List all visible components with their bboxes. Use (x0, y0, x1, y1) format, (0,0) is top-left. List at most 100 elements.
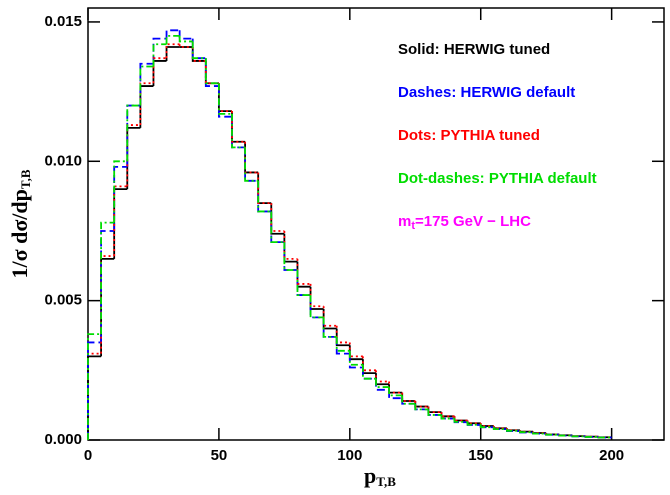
y-axis-label: 1/σ dσ/dpT,B (7, 169, 33, 278)
histogram-step (126, 104, 141, 162)
histogram-step (178, 35, 193, 43)
y-tick-label: 0.000 (44, 431, 82, 448)
histogram-step (113, 188, 128, 259)
histogram-step (479, 423, 494, 427)
histogram-step (466, 420, 481, 425)
histogram-step (191, 38, 206, 60)
histogram-step (506, 429, 520, 432)
histogram-step (545, 433, 560, 436)
histogram-step (244, 141, 259, 174)
histogram-step (309, 295, 324, 319)
histogram-step (100, 230, 115, 343)
histogram-step (218, 83, 232, 113)
annotation: mt=175 GeV − LHC (398, 213, 531, 232)
histogram-step (401, 392, 416, 402)
histogram-step (231, 111, 246, 143)
histogram-step (100, 255, 115, 354)
histogram-step (152, 57, 167, 84)
histogram-step (204, 60, 219, 85)
histogram-step (257, 180, 272, 213)
histogram-step (440, 412, 455, 418)
histogram-step (466, 421, 481, 426)
histogram-step (244, 147, 259, 182)
histogram-step (178, 44, 193, 48)
histogram-step (362, 356, 376, 372)
histogram-step (558, 434, 573, 437)
x-axis-label: pT,B (364, 463, 396, 489)
histogram-step (218, 83, 232, 113)
x-label-main: p (364, 463, 376, 488)
annotation-main: m (398, 213, 411, 230)
histogram-step (375, 370, 390, 383)
histogram-step (309, 295, 324, 319)
histogram-step (113, 160, 128, 223)
annotation-rest: =175 GeV − LHC (415, 213, 531, 230)
x-tick-label: 150 (468, 447, 493, 464)
histogram-step (113, 165, 128, 231)
legend-entry: Dashes: HERWIG default (398, 84, 575, 101)
histogram-step (388, 389, 403, 400)
histogram-step (388, 384, 403, 394)
histogram-step (362, 364, 376, 380)
y-label-main: 1/σ dσ/dp (7, 189, 32, 278)
histogram-step (152, 60, 167, 87)
y-tick-label: 0.005 (44, 292, 82, 309)
legend-entry: Solid: HERWIG tuned (398, 41, 550, 58)
histogram-step (414, 403, 429, 411)
histogram-step (584, 436, 599, 438)
histogram-step (375, 373, 390, 386)
histogram-step (152, 37, 167, 64)
histogram-step (126, 124, 141, 187)
histogram-step (165, 29, 180, 39)
histogram-step (270, 203, 285, 232)
x-tick-label: 200 (599, 447, 624, 464)
histogram-step (231, 111, 246, 143)
x-tick-label: 50 (211, 447, 228, 464)
histogram-step (532, 432, 547, 435)
histogram-step (492, 426, 507, 430)
histogram-step (401, 395, 416, 405)
histogram-step (401, 392, 416, 402)
histogram-step (322, 317, 337, 338)
histogram-step (283, 233, 298, 263)
histogram-step (204, 58, 219, 87)
histogram-step (453, 418, 468, 423)
histogram-step (139, 82, 154, 126)
x-tick-label: 100 (337, 447, 362, 464)
histogram-step (204, 58, 219, 85)
histogram-step (257, 180, 272, 213)
histogram-step (257, 172, 272, 204)
histogram-step (427, 409, 442, 416)
histogram-step (335, 328, 350, 347)
histogram-step (348, 342, 363, 358)
histogram-step (178, 30, 193, 40)
histogram-step (139, 65, 154, 106)
histogram-step (309, 283, 324, 308)
histogram-step (296, 258, 311, 285)
histogram-step (597, 436, 612, 439)
x-tick-label: 0 (84, 447, 92, 464)
histogram-step (322, 306, 337, 327)
histogram-step (244, 141, 259, 174)
legend-entry: Dots: PYTHIA tuned (398, 127, 540, 144)
histogram-step (270, 211, 285, 244)
legend-entry: Dot-dashes: PYTHIA default (398, 170, 597, 187)
x-label-sub: T,B (376, 474, 396, 489)
histogram-step (218, 86, 232, 118)
histogram-step (335, 325, 350, 344)
histogram-step (270, 203, 285, 235)
histogram-step (283, 242, 298, 271)
histogram-step (231, 116, 246, 149)
histogram-step (100, 221, 115, 335)
histogram-step (283, 242, 298, 271)
histogram-step (283, 230, 298, 260)
histogram-step (191, 41, 206, 60)
histogram-step (231, 113, 246, 149)
histogram-step (348, 350, 363, 366)
histogram-step (165, 34, 180, 45)
histogram-step (126, 104, 141, 167)
y-tick-label: 0.015 (44, 13, 82, 30)
histogram-step (296, 269, 311, 296)
